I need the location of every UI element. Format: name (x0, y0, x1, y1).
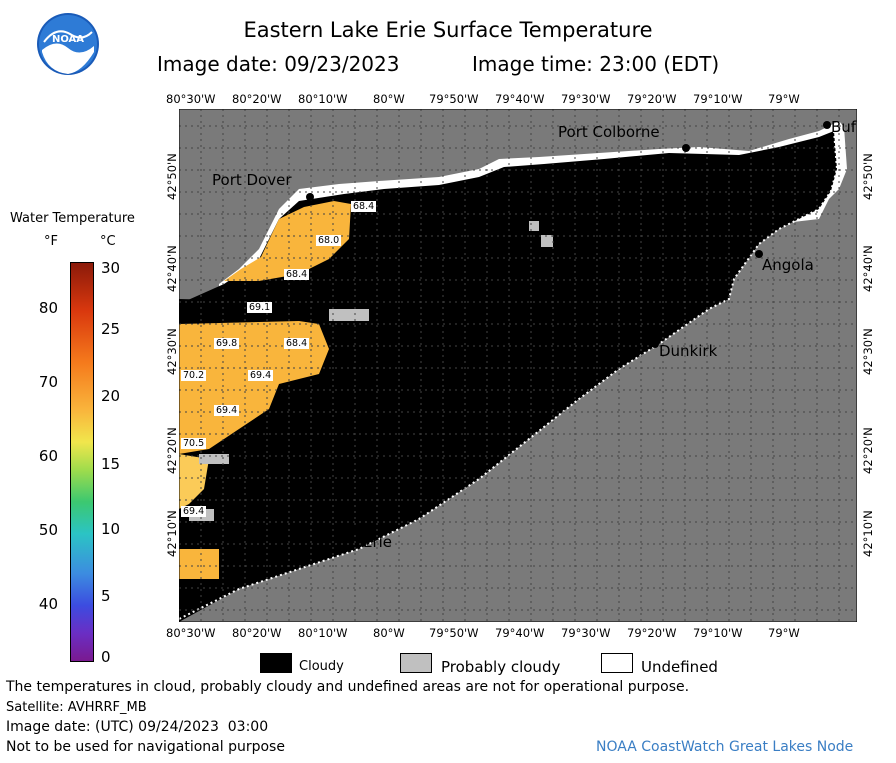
lake-cloud-area (179, 131, 837, 622)
warm-water-north (224, 201, 351, 281)
isotherm-label: 70.2 (181, 370, 207, 381)
erie-marker (354, 527, 362, 535)
lon-label: 79°40'W (495, 92, 545, 106)
city-erie: Erie (363, 533, 393, 551)
lat-label: 42°50'N (165, 153, 179, 200)
lon-label: 80°20'W (232, 92, 282, 106)
c-tick: 10 (101, 520, 121, 538)
angola-marker (755, 250, 763, 258)
buffalo-marker (823, 121, 831, 129)
city-port-colborne: Port Colborne (558, 123, 660, 141)
lon-label: 79°50'W (429, 626, 479, 640)
isotherm-label: 69.8 (214, 338, 240, 349)
image-time: Image time: 23:00 (EDT) (472, 52, 720, 76)
c-tick: 5 (101, 587, 111, 605)
probably-cloudy-patch (329, 309, 369, 321)
page-title: Eastern Lake Erie Surface Temperature (243, 18, 653, 42)
lon-label: 79°10'W (693, 92, 743, 106)
legend-probably-cloudy-label: Probably cloudy (441, 658, 561, 676)
lon-label: 79°30'W (561, 626, 611, 640)
isotherm-label: 70.5 (181, 438, 207, 449)
isotherm-label: 69.4 (214, 405, 240, 416)
lat-label: 42°30'N (165, 328, 179, 375)
c-tick: 20 (101, 387, 121, 405)
noaa-logo-icon: NOAA (37, 13, 99, 75)
city-buffalo: Buf (831, 118, 857, 136)
city-angola: Angola (762, 256, 814, 274)
lat-label: 42°40'N (861, 245, 875, 292)
image-date: Image date: 09/23/2023 (157, 52, 400, 76)
lat-label: 42°40'N (165, 245, 179, 292)
lake-map (179, 109, 857, 622)
utc-image-date: Image date: (UTC) 09/24/2023 03:00 (6, 719, 269, 735)
noaa-logo: NOAA (36, 12, 100, 76)
warm-water-west (179, 321, 329, 454)
lon-label: 80°W (373, 92, 405, 106)
lon-label: 79°W (768, 92, 800, 106)
disclaimer: The temperatures in cloud, probably clou… (6, 679, 690, 695)
lon-label: 79°20'W (627, 626, 677, 640)
lon-label: 79°30'W (561, 92, 611, 106)
city-port-dover: Port Dover (212, 171, 292, 189)
f-tick: 60 (38, 447, 58, 465)
f-tick: 70 (38, 373, 58, 391)
isotherm-label: 68.4 (351, 201, 377, 212)
lon-label: 80°30'W (166, 626, 216, 640)
lon-label: 79°50'W (429, 92, 479, 106)
lon-label: 79°10'W (693, 626, 743, 640)
c-tick: 0 (101, 648, 111, 666)
lon-label: 79°40'W (495, 626, 545, 640)
logo-text: NOAA (52, 34, 84, 45)
lat-label: 42°10'N (165, 510, 179, 557)
lon-label: 80°W (373, 626, 405, 640)
c-tick: 30 (101, 259, 121, 277)
isotherm-label: 68.0 (316, 235, 342, 246)
dunkirk-marker (651, 340, 659, 348)
colorbar (70, 262, 94, 662)
legend-undefined-label: Undefined (641, 658, 718, 676)
port-colborne-marker (682, 144, 690, 152)
isotherm-label: 69.1 (247, 302, 273, 313)
f-tick: 40 (38, 595, 58, 613)
colorbar-title: Water Temperature (10, 211, 135, 226)
grid-lines (179, 109, 857, 622)
legend-probably-cloudy-swatch (400, 653, 432, 673)
lat-label: 42°10'N (861, 510, 875, 557)
lon-label: 80°30'W (166, 92, 216, 106)
legend-cloudy-swatch (260, 653, 292, 673)
isotherm-label: 69.4 (248, 370, 274, 381)
isotherm-label: 68.4 (284, 269, 310, 280)
lon-label: 79°W (768, 626, 800, 640)
port-dover-marker (306, 193, 314, 201)
satellite-info: Satellite: AVHRRF_MB (6, 700, 147, 715)
c-tick: 25 (101, 320, 121, 338)
city-dunkirk: Dunkirk (659, 342, 718, 360)
isotherm-label: 68.4 (284, 338, 310, 349)
lon-label: 80°10'W (298, 92, 348, 106)
c-tick: 15 (101, 455, 121, 473)
legend-cloudy-label: Cloudy (299, 659, 344, 674)
lon-label: 80°10'W (298, 626, 348, 640)
lat-label: 42°30'N (861, 328, 875, 375)
lat-label: 42°20'N (861, 427, 875, 474)
navigation-warning: Not to be used for navigational purpose (6, 739, 285, 755)
colorbar-unit-c: °C (100, 234, 116, 249)
lon-label: 79°20'W (627, 92, 677, 106)
credit-link[interactable]: NOAA CoastWatch Great Lakes Node (596, 739, 854, 755)
legend-undefined-swatch (601, 653, 633, 673)
isotherm-label: 69.4 (181, 506, 207, 517)
f-tick: 80 (38, 299, 58, 317)
lat-label: 42°20'N (165, 427, 179, 474)
lat-label: 42°50'N (861, 153, 875, 200)
f-tick: 50 (38, 521, 58, 539)
colorbar-unit-f: °F (44, 234, 58, 249)
map-panel (179, 109, 857, 622)
lon-label: 80°20'W (232, 626, 282, 640)
